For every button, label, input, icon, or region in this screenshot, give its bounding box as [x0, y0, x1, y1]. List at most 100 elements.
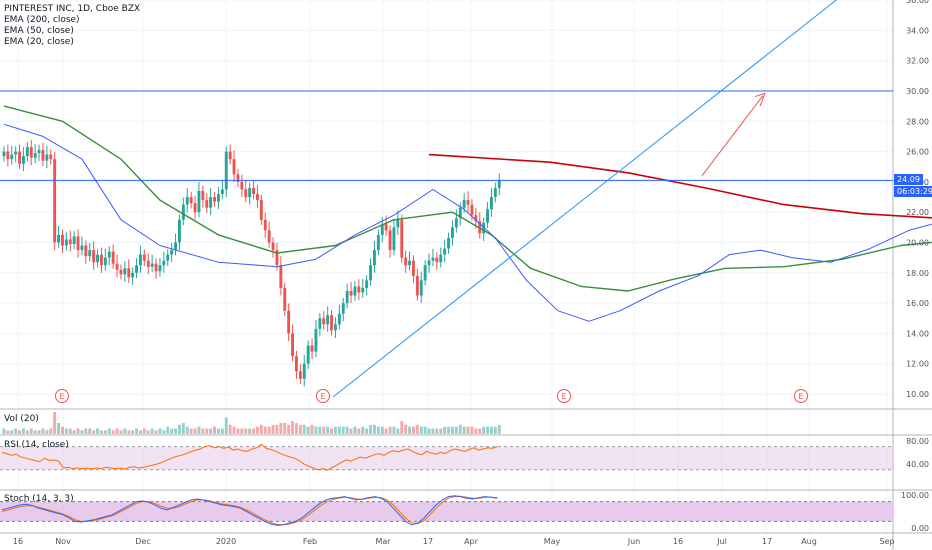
- last-price-label: 24.09: [894, 174, 923, 186]
- volume-bar: [298, 424, 302, 434]
- y-tick-label: 28.00: [906, 117, 929, 126]
- candle-body: [154, 263, 158, 272]
- y-tick-label: 18.00: [906, 269, 929, 278]
- volume-bar: [18, 430, 21, 434]
- candle-body: [29, 147, 33, 158]
- volume-bar: [205, 428, 209, 434]
- candle-body: [49, 154, 53, 160]
- volume-bar: [103, 430, 107, 434]
- candle-body: [322, 318, 326, 325]
- candle-body: [248, 187, 252, 198]
- oscillator-lines: [1, 443, 498, 526]
- candle-body: [369, 265, 372, 281]
- volume-bar: [470, 426, 474, 434]
- candle-body: [275, 250, 279, 266]
- candle-body: [18, 151, 21, 164]
- volume-bar: [68, 428, 72, 434]
- candle-body: [76, 236, 80, 251]
- volume-bar: [72, 430, 76, 434]
- candle-body: [330, 315, 333, 331]
- volume-bar: [29, 428, 33, 434]
- candle-body: [388, 230, 392, 251]
- volume-bar: [462, 426, 466, 434]
- volume-bar: [474, 428, 478, 434]
- volume-bar: [345, 426, 349, 434]
- candle-body: [361, 287, 365, 293]
- volume-bar: [174, 428, 177, 434]
- x-tick-label: Apr: [464, 537, 479, 546]
- candle-body: [392, 227, 396, 251]
- candle-body: [166, 254, 170, 261]
- pane-tick-label: 0.00: [911, 524, 929, 533]
- candle-body: [451, 227, 454, 238]
- candle-body: [353, 286, 357, 296]
- candle-body: [146, 260, 150, 267]
- volume-bar: [408, 426, 411, 434]
- candle-body: [283, 287, 287, 311]
- volume-bar: [88, 428, 92, 434]
- earnings-marker: [794, 389, 808, 403]
- volume-bar: [271, 424, 275, 434]
- candle-body: [349, 290, 353, 296]
- pane-label-rsi: RSI (14, close): [4, 440, 69, 450]
- volume-bar: [419, 426, 423, 434]
- candle-body: [357, 286, 361, 293]
- candle-body: [107, 251, 111, 258]
- candle-body: [326, 315, 330, 325]
- volume-bar: [283, 423, 287, 434]
- x-tick-label: Dec: [135, 537, 150, 546]
- pane-label-volume: Vol (20): [4, 414, 39, 424]
- x-tick-label: 2020: [216, 537, 236, 546]
- volume-bar: [181, 423, 185, 434]
- volume-bar: [185, 426, 189, 434]
- candle-body: [53, 159, 57, 243]
- volume-bar: [369, 424, 372, 434]
- trend-line: [332, 0, 838, 398]
- drawings: [0, 0, 893, 398]
- candle-body: [127, 268, 131, 278]
- volume-bar: [384, 428, 388, 434]
- volume-bar: [337, 426, 341, 434]
- volume-bar: [497, 424, 501, 434]
- earnings-marker-label: E: [561, 392, 566, 401]
- candle-body: [306, 345, 310, 364]
- y-tick-label: 36.00: [906, 0, 929, 5]
- volume-bar: [400, 421, 404, 434]
- candle-body: [314, 328, 318, 352]
- volume-bar: [61, 426, 64, 434]
- volume-bars: [2, 412, 501, 434]
- candle-body: [396, 219, 400, 228]
- candle-body: [435, 257, 439, 263]
- candle-body: [380, 224, 384, 235]
- candle-body: [427, 260, 431, 266]
- target-arrow: [701, 95, 764, 177]
- volume-bar: [45, 430, 49, 434]
- volume-bar: [415, 424, 419, 434]
- candle-body: [431, 257, 435, 261]
- candle-body: [439, 254, 443, 263]
- candle-body: [482, 222, 486, 234]
- pane-tick-label: 80.00: [906, 437, 929, 446]
- legend-ema50: EMA (50, close): [4, 26, 74, 36]
- volume-bar: [57, 423, 60, 434]
- candle-body: [365, 280, 369, 288]
- candle-body: [61, 234, 64, 246]
- candle-body: [224, 151, 228, 190]
- volume-bar: [53, 412, 57, 434]
- volume-bar: [96, 428, 99, 434]
- candle-body: [80, 245, 84, 251]
- candle-body: [310, 345, 314, 352]
- candle-body: [72, 236, 76, 245]
- earnings-marker: [316, 389, 330, 403]
- candle-body: [209, 197, 213, 208]
- candle-body: [287, 310, 291, 334]
- candle-body: [318, 318, 322, 329]
- x-tick-label: Mar: [375, 537, 391, 546]
- volume-bar: [236, 428, 240, 434]
- candle-body: [84, 245, 88, 257]
- volume-bar: [263, 426, 267, 434]
- candle-body: [240, 181, 244, 190]
- volume-bar: [150, 428, 154, 434]
